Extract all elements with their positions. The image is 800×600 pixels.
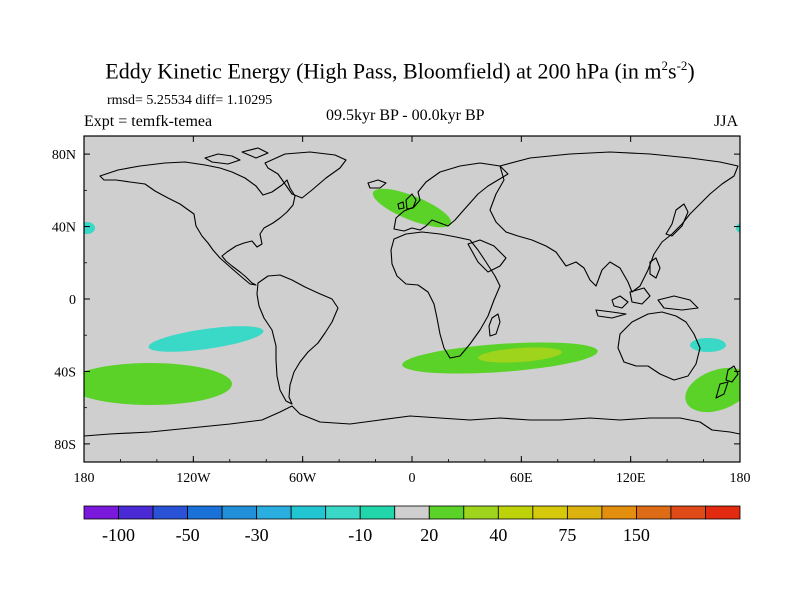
coast-arctic-islands [204, 147, 269, 165]
colorbar-box [152, 505, 188, 520]
colorbar-label: -30 [245, 525, 269, 545]
chart-title-end: ) [687, 58, 695, 84]
y-tick-label: 80N [52, 148, 76, 163]
anomaly-region [690, 338, 726, 352]
colorbar-box [566, 505, 603, 520]
colorbar-box [359, 505, 396, 520]
colorbar: -100 -50 -30 -10 20 40 75 150 [83, 505, 741, 545]
colorbar-box [670, 505, 706, 520]
colorbar-box [290, 505, 327, 520]
colorbar-label: 150 [623, 525, 650, 545]
coast-greenland [264, 151, 347, 199]
stats-label: rmsd= 5.25534 diff= 1.10295 [107, 93, 273, 108]
y-tick-label: 0 [69, 293, 76, 308]
chart-title-sup-2: -2 [676, 58, 688, 73]
colorbar-label: -10 [348, 525, 372, 545]
coast-north-america [99, 161, 296, 286]
anomaly-region [84, 363, 232, 405]
colorbar-label: -50 [176, 525, 200, 545]
colorbar-box [428, 505, 465, 520]
chart-title-unit: s [668, 58, 677, 84]
colorbar-box [705, 505, 741, 520]
colorbar-label: 40 [489, 525, 507, 545]
colorbar-label: 20 [420, 525, 438, 545]
season-label: JJA [714, 113, 739, 130]
coast-australia [617, 311, 701, 381]
colorbar-box [636, 505, 672, 520]
x-tick-label: 0 [409, 471, 416, 486]
x-tick-label: 60E [510, 471, 533, 486]
coast-madagascar [488, 313, 501, 337]
colorbar-label: 75 [558, 525, 576, 545]
colorbar-label: -100 [102, 525, 135, 545]
coast-japan [665, 203, 689, 237]
colorbar-box [221, 505, 258, 520]
colorbar-box [325, 505, 361, 520]
coast-south-america [256, 274, 339, 405]
y-tick-label: 40N [52, 221, 76, 236]
coast-iceland [367, 179, 387, 189]
coast-arabia [467, 239, 507, 273]
colorbar-box [187, 505, 223, 520]
anomaly-region [84, 222, 95, 234]
chart-title: Eddy Kinetic Energy (High Pass, Bloomfie… [0, 58, 800, 84]
coast-europe [393, 162, 509, 232]
axis-layer: 180 120W 60W 0 60E 120E 180 80N 40N 0 40S 80S [52, 136, 751, 486]
colorbar-box [394, 505, 430, 520]
colorbar-box [497, 505, 534, 520]
x-tick-label: 120W [176, 471, 211, 486]
chart-title-sup-1: 2 [661, 58, 669, 73]
colorbar-box [463, 505, 499, 520]
y-tick-label: 80S [54, 438, 76, 453]
colorbar-box [83, 505, 119, 520]
coast-africa [390, 231, 501, 359]
coastline-layer [84, 147, 740, 437]
colorbar-box [601, 505, 637, 520]
coast-indonesia [595, 287, 699, 319]
colorbar-box [256, 505, 292, 520]
anomaly-region [148, 326, 264, 352]
experiment-label: Expt = temfk-temea [84, 113, 213, 130]
coast-philippines [649, 257, 661, 279]
chart-title-text: Eddy Kinetic Energy (High Pass, Bloomfie… [105, 58, 662, 84]
coast-new-zealand [715, 365, 739, 399]
x-tick-label: 60W [289, 471, 317, 486]
y-tick-label: 40S [54, 365, 76, 380]
x-tick-label: 120E [616, 471, 646, 486]
period-label: 09.5kyr BP - 00.0kyr BP [326, 107, 485, 124]
x-tick-label: 180 [730, 471, 751, 486]
map-background [84, 136, 740, 462]
anomaly-region [736, 223, 740, 233]
coast-british-isles [397, 193, 417, 210]
anomaly-region [478, 347, 562, 363]
colorbar-box [532, 505, 568, 520]
coast-antarctica [84, 405, 740, 437]
x-tick-label: 180 [74, 471, 95, 486]
colorbar-box [118, 505, 154, 520]
